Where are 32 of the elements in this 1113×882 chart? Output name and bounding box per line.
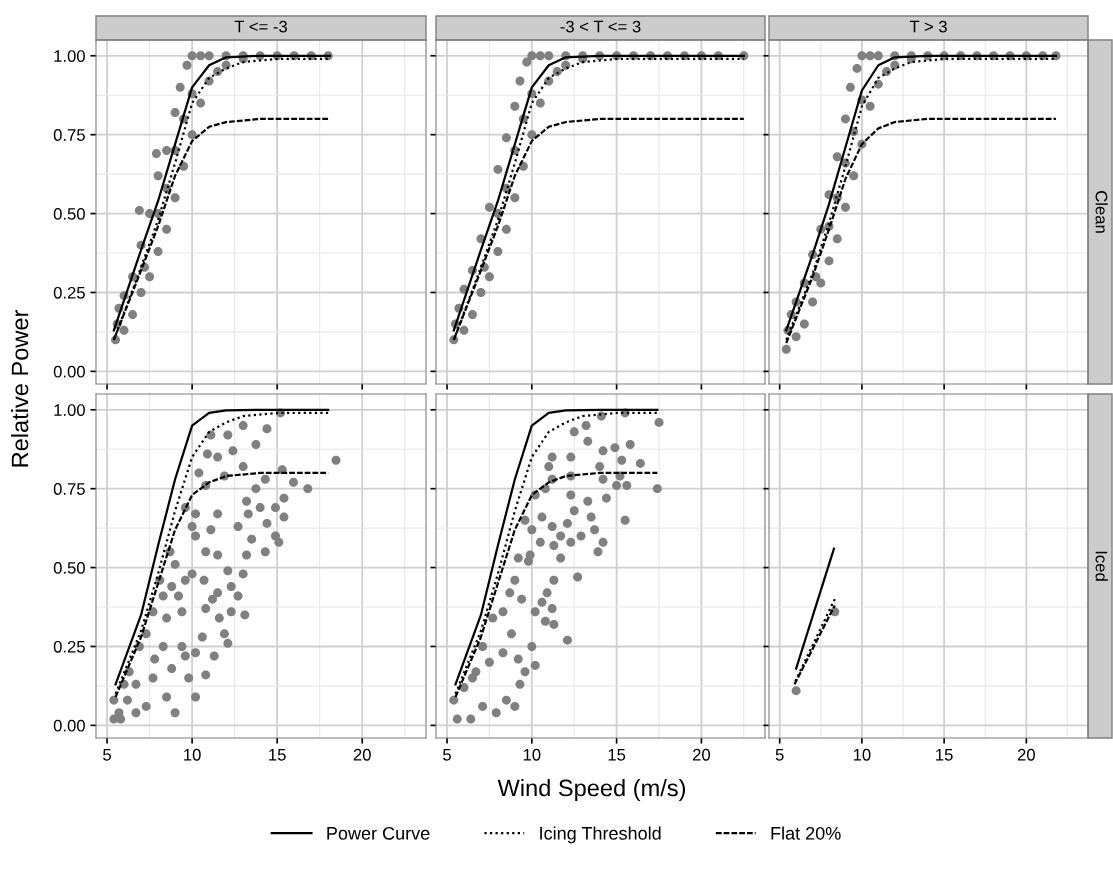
x-tick-label: 5 [443, 749, 451, 761]
x-axis-title: Wind Speed (m/s) [497, 779, 686, 802]
y-tick-label: 0.00 [53, 365, 85, 378]
x-tick-label: 10 [523, 748, 541, 761]
y-tick-label: 1.00 [54, 404, 85, 416]
chart-title: T <= -3 [234, 20, 287, 33]
chart-title: T > 3 [909, 20, 947, 33]
y-tick-label: 0.50 [53, 207, 85, 220]
y2-axis-title: Clean [1095, 191, 1108, 233]
y2-axis-title: Iced [1095, 551, 1108, 581]
legend-label: Power Curve [327, 826, 430, 840]
x-tick-label: 20 [1017, 748, 1035, 761]
legend-label: Flat 20% [771, 826, 841, 840]
x-tick-label: 5 [775, 749, 784, 761]
y-tick-label: 0.75 [53, 483, 85, 495]
y-tick-label: 0.25 [53, 640, 85, 653]
y-tick-label: 1.00 [54, 50, 85, 62]
y-tick-label: 0.25 [53, 286, 85, 299]
x-tick-label: 20 [353, 748, 371, 761]
legend-label: Icing Threshold [540, 826, 661, 844]
y-tick-label: 0.50 [53, 561, 85, 574]
y-tick-label: 0.75 [53, 129, 85, 141]
x-tick-label: 15 [608, 749, 626, 761]
x-tick-label: 10 [184, 748, 201, 761]
x-tick-label: 20 [692, 748, 711, 761]
y-tick-label: 0.00 [53, 719, 85, 732]
x-tick-label: 15 [936, 749, 953, 761]
chart-title: -3 < T <= 3 [560, 20, 641, 33]
x-tick-label: 5 [103, 749, 111, 761]
x-tick-label: 15 [269, 749, 286, 761]
y-axis-title: Relative Power [11, 310, 29, 467]
x-tick-label: 10 [853, 748, 871, 761]
